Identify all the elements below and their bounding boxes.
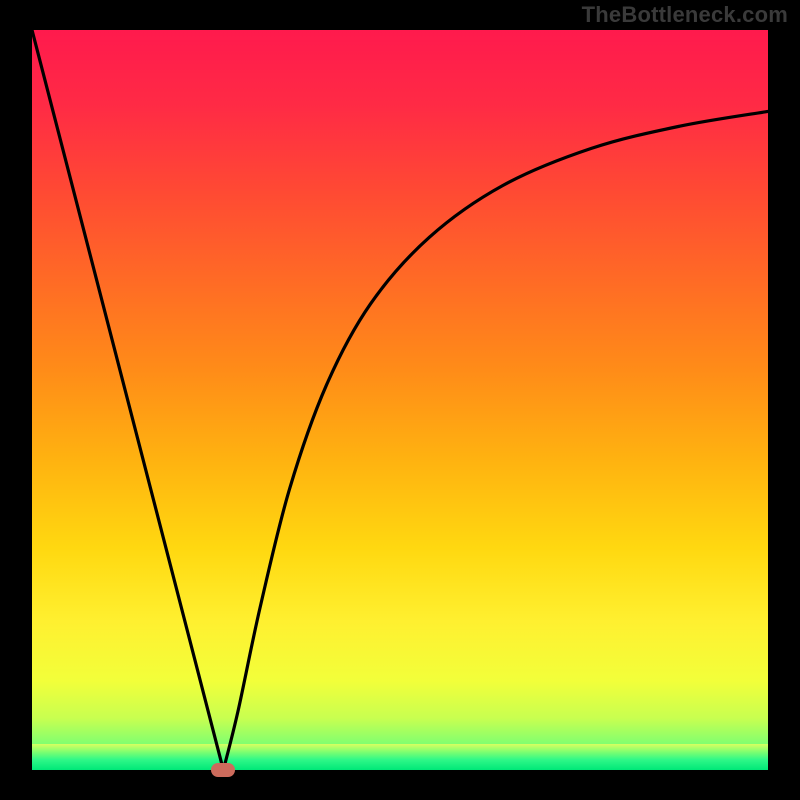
bottleneck-curve [32,30,768,770]
chart-container: TheBottleneck.com [0,0,800,800]
watermark-text: TheBottleneck.com [582,2,788,28]
optimal-point-marker [211,763,235,777]
